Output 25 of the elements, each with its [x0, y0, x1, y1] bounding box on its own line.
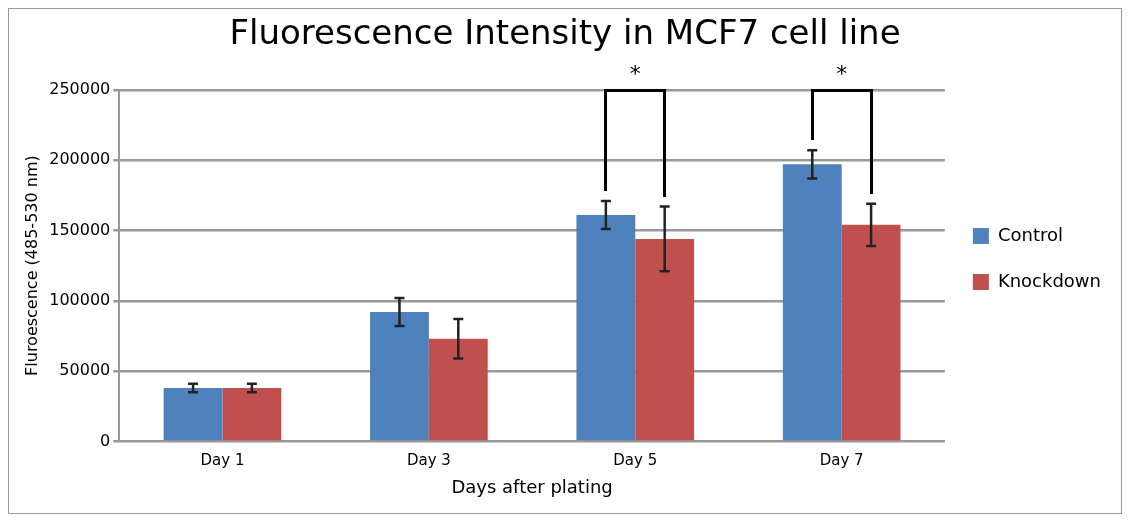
y-tick-label: 200000 [49, 149, 111, 169]
y-tick-label: 50000 [59, 360, 111, 380]
text: * [628, 60, 642, 87]
y-tick-label: 150000 [49, 219, 111, 239]
bar [576, 214, 636, 441]
y-tick-label: 100000 [49, 289, 111, 309]
chart-title: Fluorescence Intensity in MCF7 cell line [229, 12, 901, 53]
x-tick-label: Day 1 [200, 451, 245, 470]
x-tick-label: Day 7 [819, 451, 864, 470]
bar [635, 238, 695, 441]
bar [841, 224, 901, 441]
bar [163, 387, 223, 441]
bar [428, 338, 488, 441]
y-tick-label: 0 [100, 430, 111, 450]
x-tick-label: Day 3 [406, 451, 451, 470]
y-axis-title: Fluroescence (485-530 nm) [21, 155, 41, 376]
legend-label: Control [997, 223, 1063, 245]
bar [222, 387, 282, 441]
x-tick-label: Day 5 [613, 451, 658, 470]
legend-label: Knockdown [997, 269, 1102, 291]
bar [370, 312, 429, 441]
x-axis-title: Days after plating [451, 475, 613, 497]
bar [782, 164, 842, 441]
text: * [835, 60, 849, 87]
y-tick-label: 250000 [49, 78, 111, 98]
